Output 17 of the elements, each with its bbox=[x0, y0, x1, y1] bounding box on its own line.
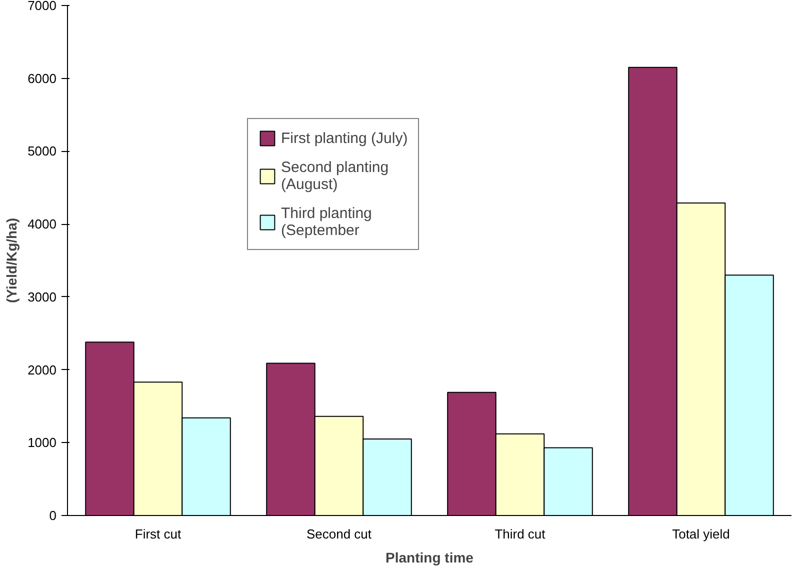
y-tick-label: 4000 bbox=[28, 216, 56, 232]
y-tick-label: 0 bbox=[49, 508, 57, 523]
legend-label: First planting (July) bbox=[281, 130, 408, 146]
y-tick-label: 1000 bbox=[28, 435, 56, 450]
y-tick-label: 5000 bbox=[28, 144, 56, 159]
x-tick-label: First cut bbox=[134, 526, 182, 542]
y-tick-label: 3000 bbox=[28, 289, 56, 304]
y-axis-title: (Yield/Kg/ha) bbox=[4, 218, 20, 304]
y-tick-label: 6000 bbox=[28, 70, 56, 86]
x-tick-label: Third cut bbox=[494, 526, 546, 542]
x-tick-label: Second cut bbox=[306, 526, 372, 542]
x-tick-label: Total yield bbox=[672, 526, 730, 542]
y-tick-label: 2000 bbox=[28, 362, 56, 378]
y-tick-label: 7000 bbox=[28, 0, 56, 13]
legend-label: Second planting (August) bbox=[281, 159, 389, 193]
legend-label: Third planting (September bbox=[281, 205, 372, 239]
x-axis-title: Planting time bbox=[386, 550, 474, 566]
